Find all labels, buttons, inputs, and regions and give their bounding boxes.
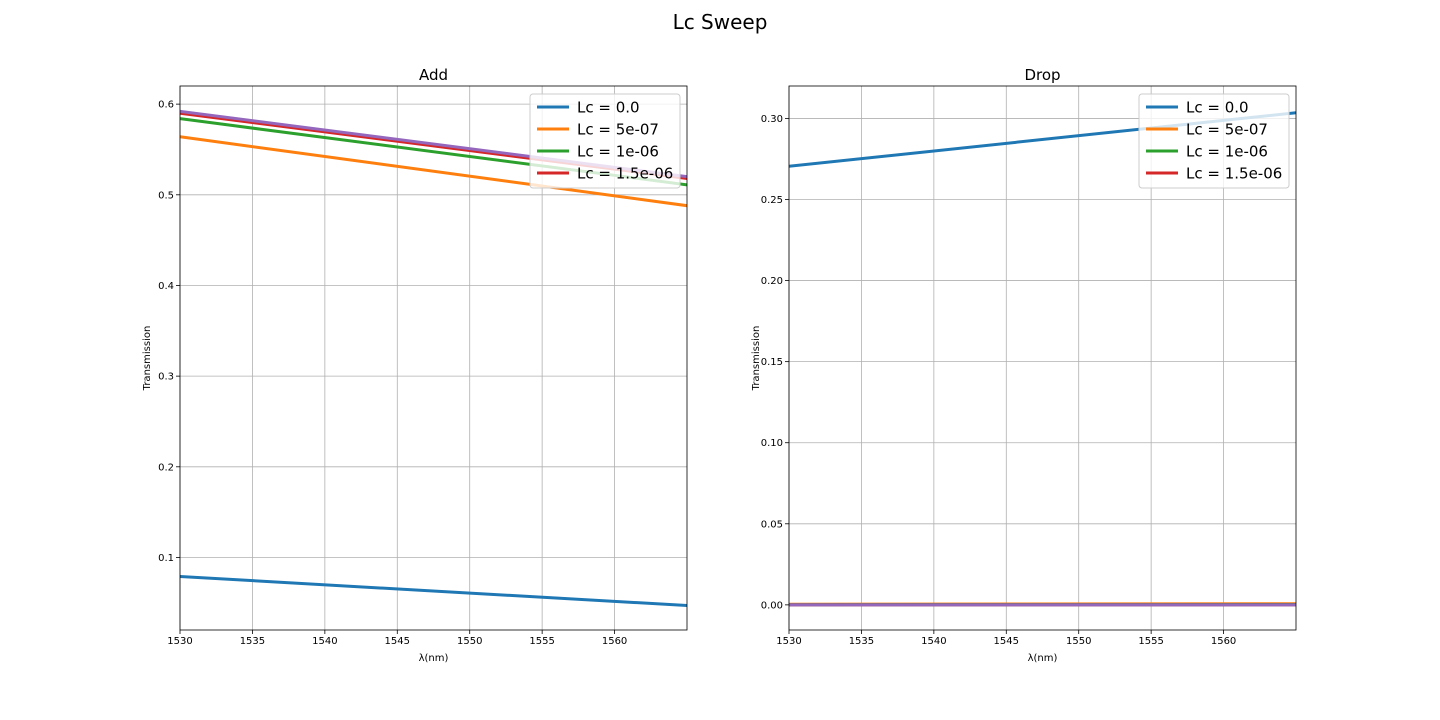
add-y-tick-label: 0.3	[158, 372, 174, 383]
drop-x-tick-label: 1535	[849, 636, 874, 647]
drop-x-tick-label: 1545	[994, 636, 1019, 647]
add-axes-frame	[179, 85, 688, 631]
drop-x-axis-label: λ(nm)	[1028, 653, 1058, 664]
add-legend-box	[529, 93, 681, 189]
drop-legend-label-2: Lc = 1e-06	[1186, 143, 1268, 161]
drop-y-tick-label: 0.30	[761, 114, 783, 125]
add-x-tick-label: 1560	[602, 636, 627, 647]
add-y-axis-label: Transmission	[142, 326, 153, 392]
drop-legend-label-3: Lc = 1.5e-06	[1186, 165, 1282, 183]
drop-x-tick-label: 1555	[1138, 636, 1163, 647]
add-x-tick-label: 1545	[385, 636, 410, 647]
drop-legend-box	[1138, 93, 1290, 189]
add-y-tick-label: 0.1	[158, 553, 174, 564]
add-x-tick-label: 1535	[240, 636, 265, 647]
drop-legend: Lc = 0.0 Lc = 5e-07 Lc = 1e-06 Lc = 1.5e-06	[1138, 93, 1290, 189]
add-x-tick-label: 1550	[457, 636, 482, 647]
drop-y-tick-label: 0.05	[761, 519, 783, 530]
add-y-tick-label: 0.5	[158, 190, 174, 201]
drop-x-tick-label: 1560	[1211, 636, 1236, 647]
drop-subplot: 1530 1535 1540 1545 1550 1555 1560 0.00 0.05 0.10…	[751, 66, 1297, 664]
add-x-tick-label: 1555	[529, 636, 554, 647]
add-x-axis-label: λ(nm)	[419, 653, 449, 664]
add-x-tick-label: 1540	[312, 636, 337, 647]
add-series-line-0	[180, 575, 687, 608]
add-x-tick-label: 1530	[167, 636, 192, 647]
drop-y-tick-label: 0.10	[761, 438, 783, 449]
add-subplot-title: Add	[419, 66, 448, 84]
drop-y-tick-label: 0.00	[761, 600, 783, 611]
add-series-group	[180, 109, 687, 608]
drop-x-tick-label: 1550	[1066, 636, 1091, 647]
add-legend: Lc = 0.0 Lc = 5e-07 Lc = 1e-06 Lc = 1.5e-06	[529, 93, 681, 189]
drop-y-tick-label: 0.15	[761, 357, 783, 368]
add-series-line-1	[180, 135, 687, 208]
drop-legend-label-1: Lc = 5e-07	[1186, 121, 1268, 139]
add-legend-label-2: Lc = 1e-06	[577, 143, 659, 161]
add-subplot: 1530 1535 1540 1545 1550 1555 1560 0.1 0.2 0.3 0.4…	[142, 66, 688, 664]
drop-y-tick-label: 0.25	[761, 195, 783, 206]
add-legend-label-0: Lc = 0.0	[577, 99, 640, 117]
drop-x-tick-label: 1530	[776, 636, 801, 647]
add-y-tick-label: 0.4	[158, 281, 174, 292]
add-legend-label-3: Lc = 1.5e-06	[577, 165, 673, 183]
figure-suptitle: Lc Sweep	[673, 10, 768, 34]
drop-x-tick-label: 1540	[921, 636, 946, 647]
drop-axes-frame	[788, 85, 1297, 631]
drop-legend-label-0: Lc = 0.0	[1186, 99, 1249, 117]
add-y-tick-label: 0.2	[158, 462, 174, 473]
add-legend-label-1: Lc = 5e-07	[577, 121, 659, 139]
drop-y-tick-label: 0.20	[761, 276, 783, 287]
drop-subplot-title: Drop	[1024, 66, 1060, 84]
drop-y-axis-label: Transmission	[751, 326, 762, 392]
add-y-tick-label: 0.6	[158, 100, 174, 111]
